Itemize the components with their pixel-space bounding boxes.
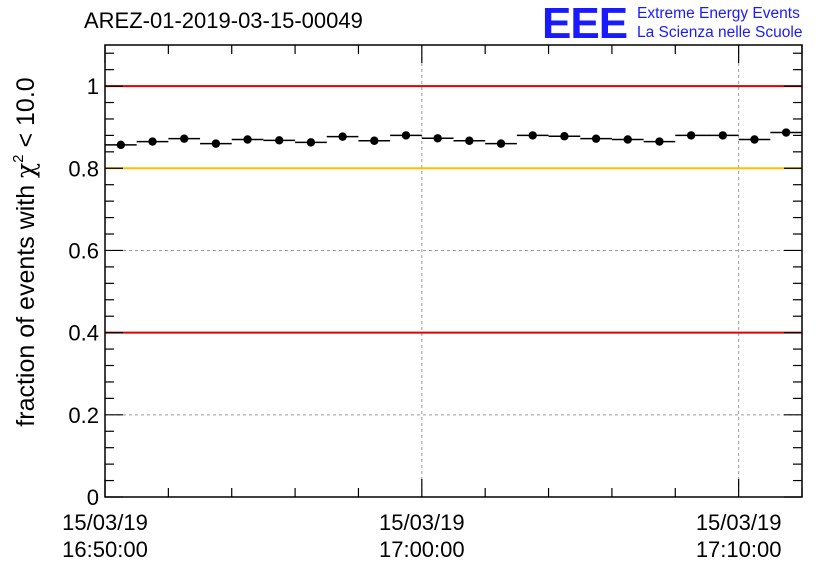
data-point	[136, 137, 169, 146]
data-point-marker	[401, 131, 411, 140]
x-tick-label-date: 15/03/19	[379, 510, 465, 535]
data-point	[453, 136, 486, 145]
data-point-marker	[560, 132, 569, 141]
logo-line-1: Extreme Energy Events	[637, 5, 800, 22]
logo-line-2: La Scienza nelle Scuole	[637, 24, 803, 41]
x-tick-label-date: 15/03/19	[62, 510, 148, 535]
data-point	[390, 131, 422, 140]
data-point-marker	[148, 137, 157, 146]
data-point-marker	[370, 136, 379, 145]
chi-symbol: χ	[11, 163, 40, 178]
y-axis-label-prefix: fraction of events with	[12, 178, 40, 427]
x-tick-label-time: 17:00:00	[379, 537, 465, 562]
data-point	[706, 131, 739, 140]
x-tick-label-time: 16:50:00	[62, 537, 148, 562]
reference-lines	[105, 85, 802, 334]
y-axis-label: fraction of events with χ2 < 10.0	[10, 77, 40, 426]
data-point	[105, 140, 137, 150]
data-point	[231, 135, 264, 144]
data-point	[200, 139, 232, 148]
tick-labels: 00.20.40.60.8115/03/1916:50:0015/03/1917…	[62, 74, 781, 562]
data-point-marker	[781, 128, 791, 137]
grid-layer	[105, 45, 802, 497]
data-point	[516, 131, 549, 140]
data-point-marker	[243, 135, 252, 144]
data-point	[548, 132, 581, 141]
data-point	[580, 134, 612, 143]
data-point	[358, 136, 391, 145]
data-point	[263, 136, 296, 145]
data-point-marker	[718, 131, 727, 140]
data-point-marker	[465, 136, 474, 145]
data-point-marker	[686, 131, 696, 140]
data-point-marker	[591, 134, 601, 143]
data-point	[326, 132, 359, 141]
logo-caption: Extreme Energy Events La Scienza nelle S…	[637, 4, 802, 42]
data-point	[168, 134, 201, 143]
data-point	[770, 128, 802, 137]
y-tick-label: 0.4	[68, 321, 99, 346]
data-point-marker	[528, 131, 537, 140]
data-point-marker	[275, 136, 284, 145]
data-point-marker	[180, 134, 189, 143]
data-point-marker	[116, 140, 126, 150]
y-tick-label: 0.8	[68, 156, 99, 181]
y-axis-label-superscript: 2	[10, 154, 27, 162]
y-axis-label-suffix: < 10.0	[12, 77, 40, 154]
data-point	[738, 135, 771, 144]
data-point-marker	[750, 135, 759, 144]
x-tick-label-date: 15/03/19	[696, 510, 782, 535]
y-tick-label: 0	[87, 485, 99, 510]
y-tick-label: 0.2	[68, 403, 99, 428]
data-points	[105, 128, 802, 150]
data-point	[421, 134, 454, 143]
data-point-marker	[433, 134, 442, 143]
eee-logo: EEE	[542, 0, 628, 48]
axis-ticks	[104, 45, 803, 498]
data-point-marker	[623, 135, 632, 144]
chart-title: AREZ-01-2019-03-15-00049	[84, 8, 363, 33]
data-point	[611, 135, 644, 144]
data-point-marker	[211, 139, 221, 148]
data-point-marker	[655, 137, 664, 146]
y-tick-label: 1	[87, 74, 99, 99]
data-point	[675, 131, 707, 140]
data-point-marker	[496, 139, 506, 148]
data-point	[485, 139, 517, 148]
y-tick-label: 0.6	[68, 238, 99, 263]
plot-frame	[104, 44, 803, 498]
data-point	[295, 138, 327, 147]
data-point-marker	[338, 132, 347, 141]
data-point	[643, 137, 676, 146]
data-point-marker	[306, 138, 316, 147]
x-tick-label-time: 17:10:00	[696, 537, 782, 562]
